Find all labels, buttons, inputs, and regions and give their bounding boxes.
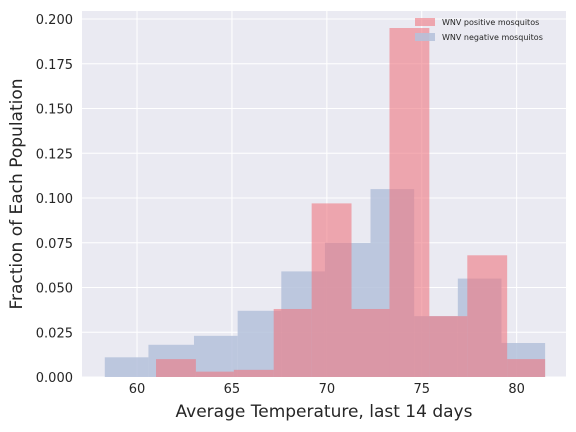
y-tick-label: 0.025 xyxy=(36,326,73,341)
y-tick-label: 0.200 xyxy=(36,13,73,28)
positive-bar xyxy=(195,371,234,377)
x-tick-label: 80 xyxy=(508,382,525,397)
positive-bar xyxy=(351,308,390,377)
legend-label-negative: WNV negative mosquitos xyxy=(442,33,543,42)
positive-bar xyxy=(233,369,274,377)
positive-bar xyxy=(156,359,196,377)
legend-swatch-negative xyxy=(415,33,435,41)
y-tick-label: 0.050 xyxy=(36,282,73,297)
y-tick-label: 0.075 xyxy=(36,237,73,252)
positive-bar xyxy=(311,203,352,377)
grid-lines xyxy=(82,11,566,378)
x-tick-label: 75 xyxy=(413,382,430,397)
y-tick-label: 0.150 xyxy=(36,103,73,118)
legend: WNV positive mosquitos WNV negative mosq… xyxy=(415,18,543,42)
positive-bar xyxy=(429,316,468,377)
x-tick-labels: 60 65 70 75 80 xyxy=(129,382,525,397)
y-tick-label: 0.100 xyxy=(36,192,73,207)
legend-swatch-positive xyxy=(415,18,435,26)
negative-bar xyxy=(104,357,149,377)
positive-series-bars xyxy=(156,28,546,378)
positive-bar xyxy=(273,308,312,377)
x-tick-label: 60 xyxy=(129,382,146,397)
legend-label-positive: WNV positive mosquitos xyxy=(442,18,539,27)
positive-bar xyxy=(467,255,508,377)
positive-bar xyxy=(389,28,430,378)
y-tick-label: 0.125 xyxy=(36,147,73,162)
x-tick-label: 70 xyxy=(319,382,336,397)
x-tick-label: 65 xyxy=(224,382,241,397)
positive-bar xyxy=(507,359,546,377)
y-tick-label: 0.175 xyxy=(36,58,73,73)
y-axis-label: Fraction of Each Population xyxy=(7,78,27,309)
negative-bar xyxy=(193,335,238,377)
y-tick-label: 0.000 xyxy=(36,371,73,386)
y-tick-labels: 0.000 0.025 0.050 0.075 0.100 0.125 0.150 0.175… xyxy=(36,13,73,386)
x-axis-label: Average Temperature, last 14 days xyxy=(176,402,473,422)
